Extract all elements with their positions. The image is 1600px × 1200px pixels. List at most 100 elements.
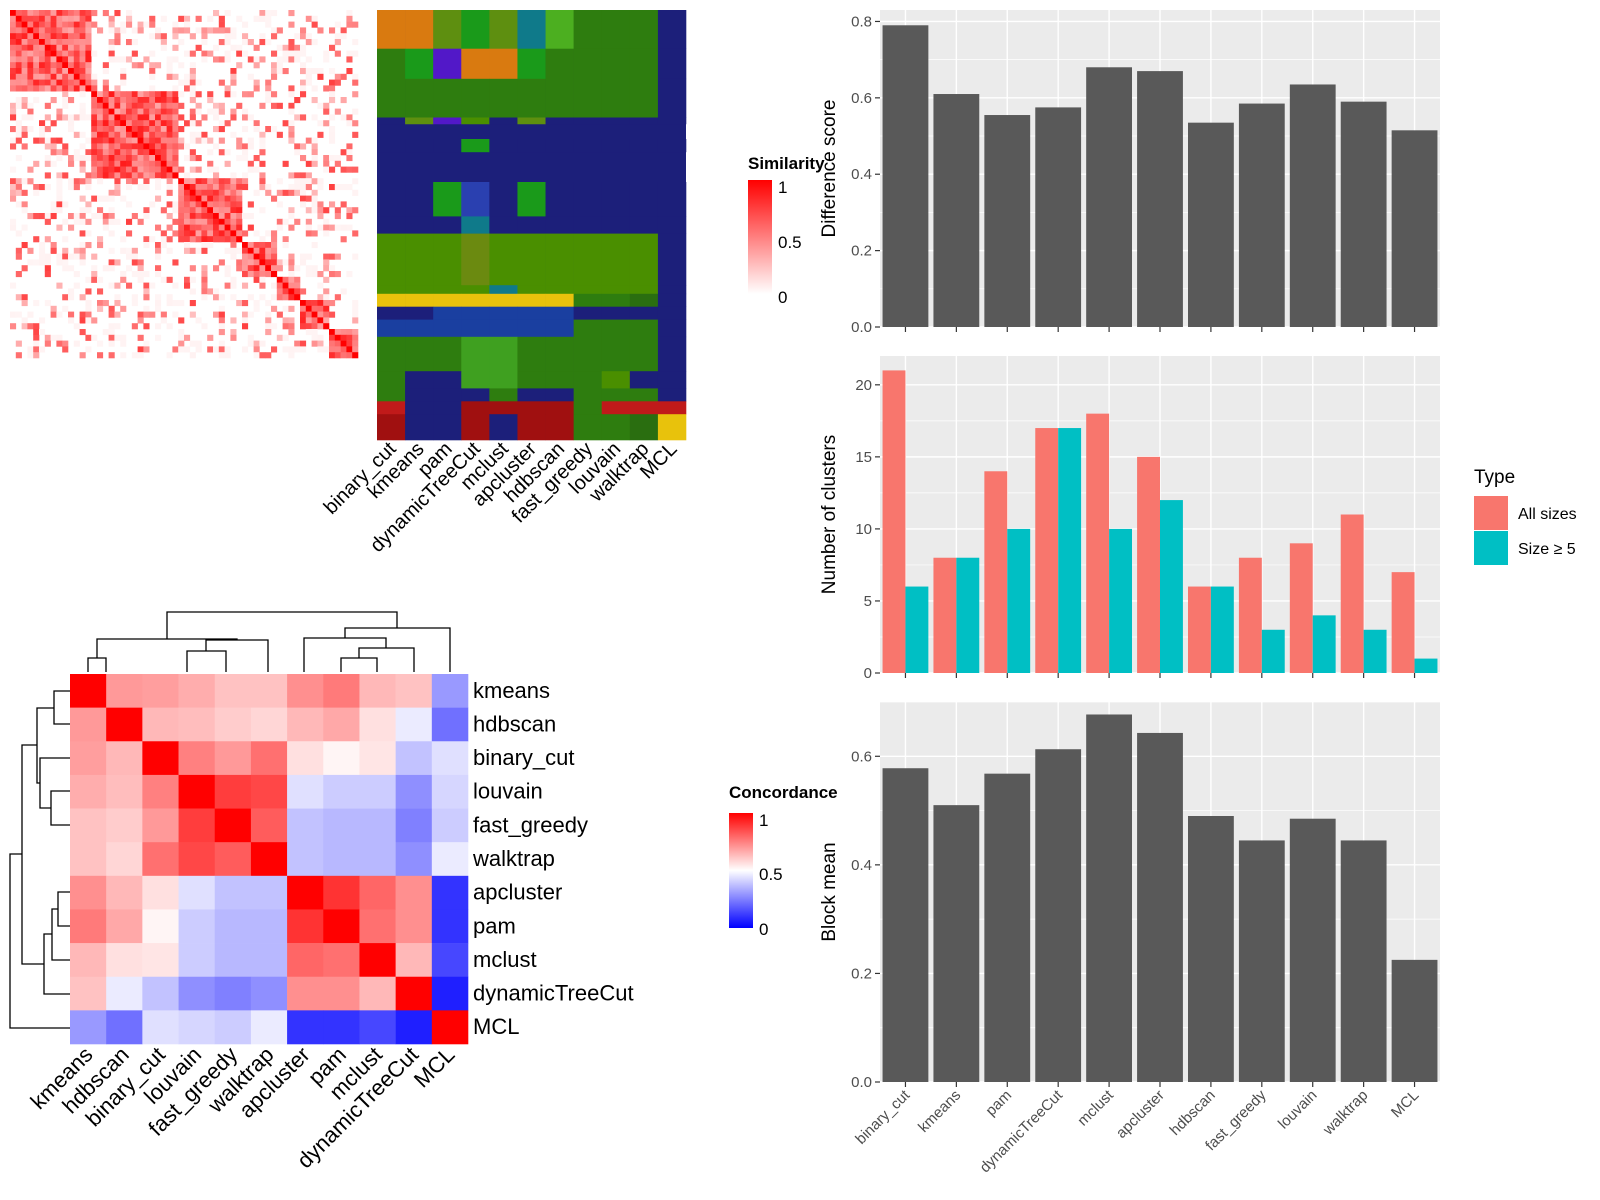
similarity-cell xyxy=(85,27,92,34)
similarity-cell xyxy=(79,213,86,220)
bar xyxy=(1109,528,1132,673)
similarity-cell xyxy=(79,21,86,28)
similarity-cell xyxy=(21,224,28,231)
similarity-cell xyxy=(73,50,80,57)
similarity-cell xyxy=(218,137,225,144)
similarity-cell xyxy=(143,207,150,214)
similarity-cell xyxy=(15,62,22,69)
similarity-cell xyxy=(189,137,196,144)
similarity-cell xyxy=(79,155,86,162)
similarity-cell xyxy=(305,195,312,202)
similarity-cell xyxy=(97,166,104,173)
similarity-cell xyxy=(155,224,162,231)
concordance-cell xyxy=(431,909,469,944)
concordance-row-labels: kmeanshdbscanbinary_cutlouvainfast_greed… xyxy=(472,678,634,1039)
similarity-cell xyxy=(311,265,318,272)
similarity-cell xyxy=(184,282,191,289)
assignment-cell xyxy=(629,401,659,415)
similarity-cell xyxy=(323,317,330,324)
similarity-cell xyxy=(68,294,75,301)
similarity-cell xyxy=(334,184,341,191)
similarity-cell xyxy=(276,294,283,301)
similarity-cell xyxy=(33,236,40,243)
similarity-cell xyxy=(172,143,179,150)
similarity-cell xyxy=(102,68,109,75)
similarity-cell xyxy=(259,184,266,191)
similarity-cell xyxy=(288,108,295,115)
similarity-cell xyxy=(311,21,318,28)
similarity-cell xyxy=(323,253,330,260)
similarity-cell xyxy=(213,207,220,214)
assignment-cell xyxy=(433,388,462,402)
similarity-cell xyxy=(85,68,92,75)
similarity-cell xyxy=(102,329,109,336)
similarity-cell xyxy=(218,184,225,191)
similarity-cell xyxy=(352,253,359,260)
similarity-cell xyxy=(184,172,191,179)
similarity-cell xyxy=(201,288,208,295)
similarity-cell xyxy=(160,126,167,133)
bar xyxy=(905,586,929,673)
assignment-cell xyxy=(377,306,406,320)
similarity-cell xyxy=(346,114,353,121)
similarity-cell xyxy=(276,102,283,109)
similarity-cell xyxy=(201,236,208,243)
similarity-cell xyxy=(334,207,341,214)
similarity-cell xyxy=(282,160,289,167)
similarity-cell xyxy=(10,126,17,133)
similarity-cell xyxy=(85,149,92,156)
similarity-cell xyxy=(329,79,336,86)
similarity-cell xyxy=(184,120,191,127)
similarity-cell xyxy=(166,143,173,150)
similarity-cell xyxy=(126,15,133,22)
similarity-cell xyxy=(184,178,191,185)
similarity-cell xyxy=(44,21,51,28)
similarity-cell xyxy=(340,27,347,34)
similarity-cell xyxy=(27,346,34,353)
similarity-cell xyxy=(288,137,295,144)
similarity-cell xyxy=(114,294,121,301)
similarity-cell xyxy=(207,218,214,225)
similarity-cell xyxy=(166,300,173,307)
similarity-cell xyxy=(300,172,307,179)
x-tick-label: MCL xyxy=(1388,1087,1422,1121)
similarity-cell xyxy=(91,276,98,283)
similarity-cell xyxy=(218,178,225,185)
similarity-cell xyxy=(189,155,196,162)
similarity-cell xyxy=(108,265,115,272)
similarity-cell xyxy=(79,195,86,202)
similarity-cell xyxy=(137,265,144,272)
similarity-cell xyxy=(288,213,295,220)
similarity-cell xyxy=(33,137,40,144)
similarity-cell xyxy=(218,294,225,301)
similarity-cell xyxy=(311,39,318,46)
similarity-cell xyxy=(288,120,295,127)
similarity-cell xyxy=(189,340,196,347)
concordance-cell xyxy=(323,741,360,776)
similarity-cell xyxy=(352,311,359,318)
similarity-cell xyxy=(44,10,51,17)
similarity-cell xyxy=(114,166,121,173)
similarity-cell xyxy=(91,114,98,121)
assignment-cell xyxy=(629,293,659,307)
similarity-cell xyxy=(224,236,231,243)
similarity-cell xyxy=(352,50,359,57)
similarity-cell xyxy=(39,259,46,266)
similarity-cell xyxy=(189,68,196,75)
similarity-cell xyxy=(236,247,243,254)
similarity-cell xyxy=(21,56,28,63)
similarity-cell xyxy=(85,201,92,208)
similarity-cell xyxy=(247,340,254,347)
similarity-cell xyxy=(114,85,121,92)
similarity-cell xyxy=(85,242,92,249)
assignment-cell xyxy=(601,336,631,372)
similarity-cell xyxy=(108,143,115,150)
similarity-cell xyxy=(253,79,260,86)
similarity-cell xyxy=(346,56,353,63)
similarity-cell xyxy=(68,62,75,69)
similarity-cell xyxy=(120,91,127,98)
similarity-cell xyxy=(189,207,196,214)
similarity-cell xyxy=(288,224,295,231)
similarity-cell xyxy=(213,218,220,225)
similarity-cell xyxy=(184,218,191,225)
